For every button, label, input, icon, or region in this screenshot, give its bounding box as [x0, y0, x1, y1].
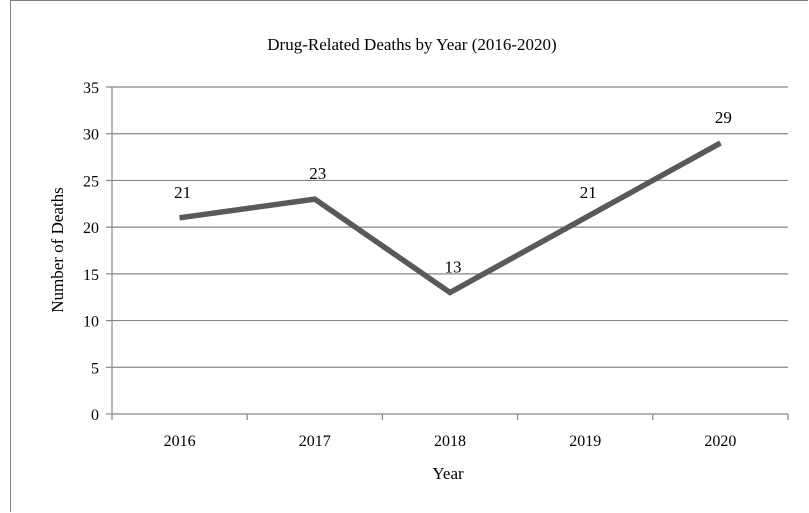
data-label: 21 [174, 183, 191, 202]
axes [106, 86, 789, 420]
data-labels: 21 23 13 21 29 [174, 108, 732, 276]
x-tick-label: 2019 [569, 433, 601, 450]
y-tick-label: 30 [83, 127, 99, 144]
y-tick-label: 20 [83, 220, 99, 237]
data-point [584, 217, 586, 219]
y-tick-label: 25 [83, 173, 99, 190]
data-label: 23 [309, 164, 326, 183]
series-line [179, 140, 722, 296]
data-label: 29 [715, 108, 732, 127]
y-tick-label: 15 [83, 267, 99, 284]
y-axis-label: Number of Deaths [48, 187, 67, 313]
x-axis-label: Year [432, 464, 464, 483]
gridlines [112, 86, 788, 368]
data-point [179, 217, 181, 219]
x-tick-label: 2017 [299, 433, 331, 450]
data-label: 21 [580, 183, 597, 202]
y-tick-label: 5 [91, 360, 99, 377]
y-tick-label: 35 [83, 80, 99, 97]
y-tick-label: 0 [91, 407, 99, 424]
y-tick-label: 10 [83, 314, 99, 331]
data-point [719, 142, 721, 144]
x-tick-label: 2020 [704, 433, 736, 450]
x-tick-label: 2018 [434, 433, 466, 450]
data-label: 13 [445, 258, 462, 277]
chart-frame [10, 0, 808, 512]
y-tick-labels: 0 5 10 15 20 25 30 35 [83, 80, 99, 424]
x-tick-label: 2016 [164, 433, 196, 450]
data-point [314, 198, 316, 200]
data-point [449, 292, 451, 294]
chart-title: Drug-Related Deaths by Year (2016-2020) [267, 35, 556, 54]
x-tick-labels: 2016 2017 2018 2019 2020 [164, 433, 737, 450]
